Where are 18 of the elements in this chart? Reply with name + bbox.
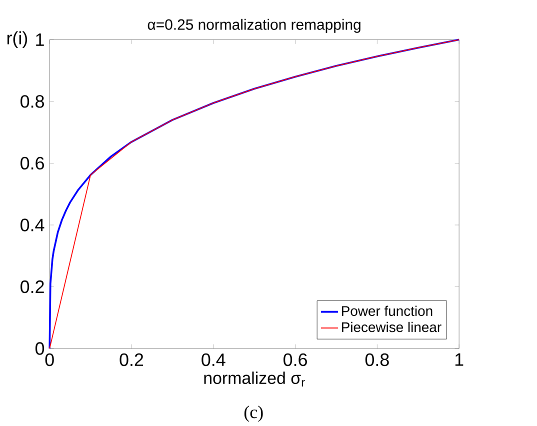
legend-label: Power function [342, 305, 432, 316]
y-tick-label: 0.8 [20, 94, 44, 108]
chart-title: α=0.25 normalization remapping [148, 18, 360, 33]
text: (c) [244, 405, 263, 422]
legend-label: Piecewise linear [342, 322, 442, 332]
y-tick-label: 1 [36, 33, 44, 46]
x-tick-label: 0.8 [365, 353, 389, 366]
y-tick-label: 0 [35, 342, 44, 355]
x-tick-label: 0 [45, 353, 54, 366]
x-axis-title: normalized σ$_{r}$ [204, 371, 305, 386]
y-axis-title: r(i) [7, 31, 28, 48]
y-tick-label: 0.6 [20, 156, 44, 170]
x-tick-label: 0.2 [120, 353, 144, 366]
x-tick-label: 0.6 [284, 353, 307, 366]
y-tick-label: 0.4 [20, 218, 44, 232]
y-tick-label: 0.2 [20, 280, 44, 293]
x-tick-label: 0.4 [202, 353, 226, 366]
x-tick-label: 1 [455, 353, 464, 366]
